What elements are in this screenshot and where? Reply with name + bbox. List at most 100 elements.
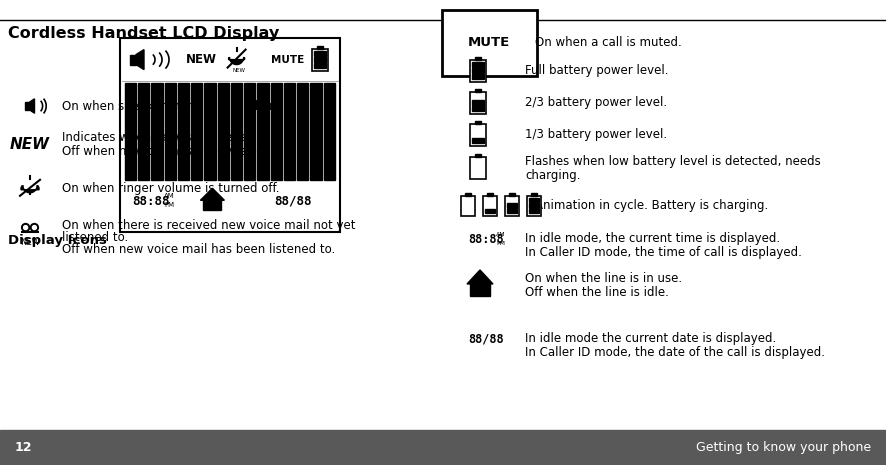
Text: On when a call is muted.: On when a call is muted.: [535, 36, 681, 49]
Bar: [204, 198, 222, 210]
Text: charging.: charging.: [525, 169, 580, 182]
Polygon shape: [136, 50, 144, 70]
Bar: [470, 92, 486, 114]
Bar: [284, 83, 295, 180]
Text: NEW: NEW: [186, 53, 217, 66]
Bar: [0, 430, 886, 465]
Text: PM: PM: [164, 202, 175, 208]
Bar: [527, 195, 541, 216]
Circle shape: [30, 224, 38, 232]
Text: NEW: NEW: [232, 67, 245, 73]
Text: Display Icons: Display Icons: [8, 234, 107, 247]
Bar: [218, 83, 229, 180]
Bar: [205, 83, 216, 180]
Text: MUTE: MUTE: [468, 36, 510, 49]
Bar: [475, 154, 481, 157]
Bar: [472, 62, 484, 67]
Bar: [461, 195, 475, 216]
Bar: [231, 83, 242, 180]
Text: Animation in cycle. Battery is charging.: Animation in cycle. Battery is charging.: [535, 199, 768, 212]
Bar: [191, 83, 203, 180]
Bar: [529, 209, 539, 213]
Circle shape: [33, 226, 36, 230]
Text: 88:88: 88:88: [132, 195, 169, 208]
Bar: [483, 195, 497, 216]
Text: Indicates when new call is received.: Indicates when new call is received.: [62, 131, 275, 144]
Text: 12: 12: [15, 441, 33, 454]
Bar: [505, 195, 519, 216]
Bar: [470, 157, 486, 179]
Text: listened to.: listened to.: [62, 231, 128, 244]
Text: NEW: NEW: [20, 238, 40, 246]
Bar: [315, 51, 326, 56]
Polygon shape: [229, 58, 245, 65]
Text: Cordless Handset LCD Display: Cordless Handset LCD Display: [8, 26, 279, 40]
Text: AM: AM: [164, 193, 175, 199]
Text: On when ringer volume is turned off.: On when ringer volume is turned off.: [62, 182, 279, 195]
Text: 88:88: 88:88: [468, 232, 503, 246]
Bar: [138, 83, 150, 180]
Bar: [271, 83, 282, 180]
Bar: [507, 203, 517, 208]
Polygon shape: [21, 186, 39, 193]
Text: NEW: NEW: [10, 137, 50, 152]
Polygon shape: [467, 270, 493, 284]
Text: PM: PM: [496, 240, 505, 246]
Text: Getting to know your phone: Getting to know your phone: [696, 441, 871, 454]
Bar: [472, 68, 484, 73]
Bar: [312, 49, 328, 71]
Bar: [465, 193, 470, 195]
Bar: [529, 198, 539, 202]
Text: On when speakerphone is turned on.: On when speakerphone is turned on.: [62, 100, 280, 113]
Polygon shape: [25, 102, 29, 110]
Text: On when the line is in use.: On when the line is in use.: [525, 272, 682, 286]
Bar: [472, 100, 484, 105]
Text: In idle mode, the current time is displayed.: In idle mode, the current time is displa…: [525, 232, 781, 245]
Bar: [165, 83, 176, 180]
Bar: [310, 83, 322, 180]
Circle shape: [21, 224, 29, 232]
Bar: [315, 63, 326, 68]
Text: Off when new call has been viewed.: Off when new call has been viewed.: [62, 145, 275, 158]
Bar: [475, 89, 481, 92]
Polygon shape: [29, 99, 35, 113]
Polygon shape: [200, 188, 224, 200]
Bar: [472, 106, 484, 111]
Text: 1/3 battery power level.: 1/3 battery power level.: [525, 128, 667, 141]
Text: Off when new voice mail has been listened to.: Off when new voice mail has been listene…: [62, 243, 335, 256]
Bar: [323, 83, 335, 180]
Bar: [529, 203, 539, 208]
Bar: [472, 74, 484, 79]
Text: 2/3 battery power level.: 2/3 battery power level.: [525, 96, 667, 109]
Bar: [485, 209, 495, 213]
Bar: [178, 83, 190, 180]
Text: In idle mode the current date is displayed.: In idle mode the current date is display…: [525, 332, 776, 345]
Bar: [487, 193, 493, 195]
Bar: [509, 193, 515, 195]
Bar: [470, 282, 490, 296]
Text: MUTE: MUTE: [270, 54, 304, 65]
Bar: [472, 139, 484, 143]
Text: Full battery power level.: Full battery power level.: [525, 64, 669, 77]
Text: In Caller ID mode, the date of the call is displayed.: In Caller ID mode, the date of the call …: [525, 345, 825, 359]
Bar: [297, 83, 308, 180]
Bar: [125, 83, 136, 180]
Text: Flashes when low battery level is detected, needs: Flashes when low battery level is detect…: [525, 155, 820, 168]
Bar: [317, 46, 323, 49]
Text: Off when the line is idle.: Off when the line is idle.: [525, 286, 669, 299]
Bar: [532, 193, 537, 195]
Bar: [245, 83, 255, 180]
Text: AM: AM: [496, 232, 506, 237]
Text: On when there is received new voice mail not yet: On when there is received new voice mail…: [62, 219, 355, 232]
Bar: [315, 57, 326, 62]
Text: 88/88: 88/88: [468, 332, 503, 345]
Circle shape: [24, 226, 27, 230]
Bar: [258, 83, 268, 180]
Text: 88/88: 88/88: [274, 195, 312, 208]
Bar: [120, 38, 340, 232]
Text: In Caller ID mode, the time of call is displayed.: In Caller ID mode, the time of call is d…: [525, 246, 802, 259]
Polygon shape: [130, 54, 136, 65]
Bar: [152, 83, 163, 180]
Bar: [475, 57, 481, 60]
Bar: [470, 124, 486, 146]
